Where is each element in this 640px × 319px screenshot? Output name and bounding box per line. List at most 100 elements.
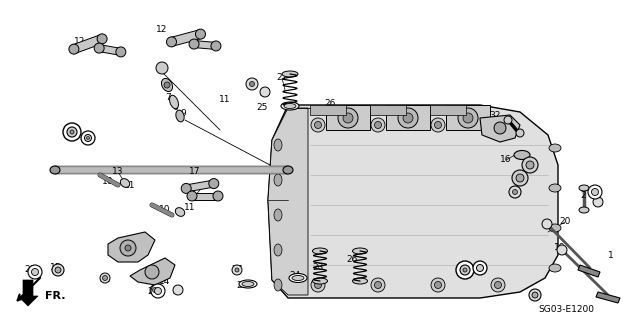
Ellipse shape [175, 208, 185, 216]
Ellipse shape [353, 278, 367, 284]
Polygon shape [386, 105, 430, 130]
Polygon shape [370, 105, 406, 115]
Circle shape [84, 135, 92, 142]
Circle shape [152, 287, 157, 293]
Circle shape [67, 127, 77, 137]
Ellipse shape [282, 71, 298, 77]
Text: 30: 30 [512, 174, 524, 182]
Circle shape [588, 185, 602, 199]
Ellipse shape [281, 102, 299, 110]
Circle shape [187, 191, 197, 201]
Ellipse shape [549, 264, 561, 272]
Circle shape [557, 245, 567, 255]
Circle shape [398, 108, 418, 128]
Text: 1: 1 [608, 251, 614, 261]
Text: 3: 3 [465, 271, 471, 280]
Circle shape [477, 264, 483, 271]
Circle shape [532, 292, 538, 298]
Polygon shape [130, 258, 175, 285]
Text: 11: 11 [184, 204, 196, 212]
Text: 14: 14 [159, 277, 171, 286]
Circle shape [374, 122, 381, 129]
Circle shape [458, 108, 478, 128]
Circle shape [371, 118, 385, 132]
Ellipse shape [50, 166, 60, 174]
Ellipse shape [161, 78, 173, 92]
Ellipse shape [549, 184, 561, 192]
Text: 5: 5 [597, 199, 603, 209]
Polygon shape [310, 105, 346, 115]
Circle shape [63, 123, 81, 141]
Circle shape [509, 186, 521, 198]
Polygon shape [480, 115, 520, 142]
Circle shape [246, 78, 258, 90]
Circle shape [542, 219, 552, 229]
Ellipse shape [176, 110, 184, 122]
Circle shape [125, 245, 131, 251]
Circle shape [28, 265, 42, 279]
Text: 12: 12 [74, 38, 86, 47]
Ellipse shape [274, 279, 282, 291]
Circle shape [260, 87, 270, 97]
Ellipse shape [549, 144, 561, 152]
Text: 7: 7 [165, 93, 171, 101]
Circle shape [120, 240, 136, 256]
Circle shape [189, 39, 199, 49]
Text: 29: 29 [24, 265, 36, 275]
Circle shape [94, 43, 104, 53]
Ellipse shape [289, 273, 307, 283]
Text: FR.: FR. [45, 291, 65, 301]
Circle shape [463, 113, 473, 123]
Text: 2: 2 [580, 191, 586, 201]
Circle shape [232, 265, 242, 275]
Polygon shape [192, 192, 218, 199]
Circle shape [164, 82, 170, 88]
Circle shape [591, 189, 598, 196]
Circle shape [513, 189, 518, 195]
Text: 18: 18 [127, 250, 139, 259]
Ellipse shape [579, 185, 589, 191]
Polygon shape [99, 45, 122, 56]
Text: 8: 8 [159, 63, 165, 72]
Polygon shape [326, 105, 370, 130]
Ellipse shape [283, 166, 293, 174]
Text: 21: 21 [99, 275, 111, 284]
Circle shape [311, 118, 325, 132]
Polygon shape [194, 41, 216, 49]
Ellipse shape [549, 224, 561, 232]
Ellipse shape [274, 209, 282, 221]
Circle shape [55, 267, 61, 273]
Circle shape [343, 113, 353, 123]
Circle shape [69, 44, 79, 54]
Circle shape [209, 179, 219, 189]
Text: 25: 25 [236, 281, 248, 291]
Text: 27: 27 [246, 79, 258, 88]
Text: 24: 24 [289, 271, 301, 280]
Ellipse shape [284, 103, 296, 108]
Polygon shape [446, 105, 490, 130]
Circle shape [491, 118, 505, 132]
Circle shape [494, 122, 506, 134]
Text: 10: 10 [102, 177, 114, 187]
Circle shape [371, 278, 385, 292]
Text: 27: 27 [259, 90, 271, 99]
Polygon shape [186, 180, 214, 192]
Circle shape [116, 47, 126, 57]
Circle shape [151, 284, 165, 298]
Circle shape [495, 281, 502, 288]
Polygon shape [72, 35, 104, 53]
Text: 17: 17 [189, 167, 201, 176]
Circle shape [460, 265, 470, 275]
Circle shape [181, 183, 191, 193]
Ellipse shape [282, 103, 298, 109]
Text: 31: 31 [509, 188, 521, 197]
Text: 25: 25 [256, 103, 268, 113]
Text: 9: 9 [180, 109, 186, 118]
Circle shape [97, 34, 107, 44]
Circle shape [491, 278, 505, 292]
Ellipse shape [120, 179, 130, 187]
Circle shape [526, 161, 534, 169]
Ellipse shape [353, 248, 367, 254]
Polygon shape [596, 292, 620, 303]
Polygon shape [430, 105, 466, 115]
